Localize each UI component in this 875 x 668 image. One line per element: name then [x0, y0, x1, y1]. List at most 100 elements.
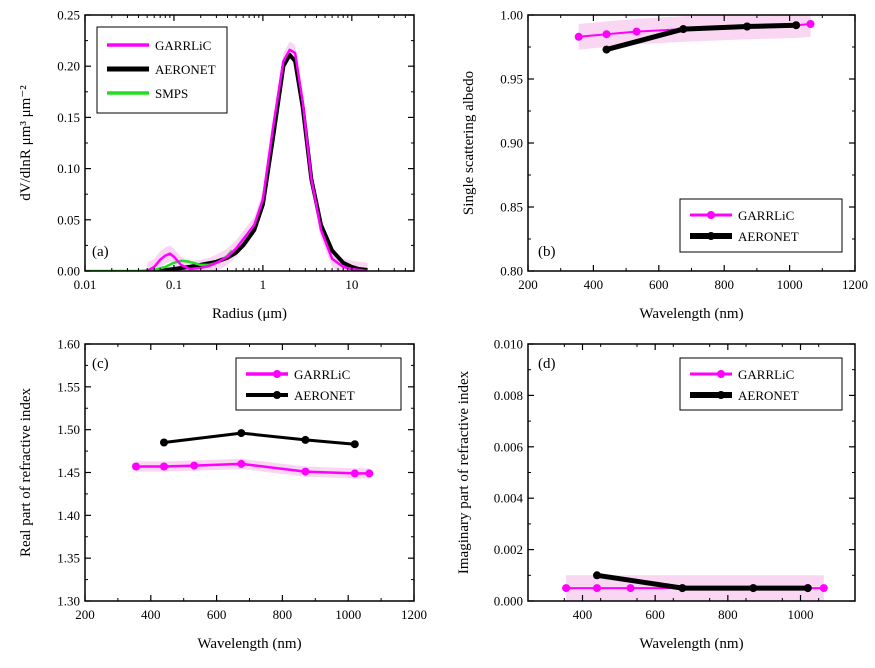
- x-tick-label: 800: [714, 277, 734, 292]
- x-tick-label: 1: [260, 277, 267, 292]
- legend-marker-garrlic: [717, 370, 725, 378]
- data-point-garrlic: [632, 27, 641, 36]
- legend-label-aeronet: AERONET: [738, 388, 799, 403]
- x-axis-label: Wavelength (nm): [197, 636, 301, 652]
- panel-label: (d): [538, 356, 556, 372]
- data-point-aeronet: [803, 584, 812, 593]
- plot-area: [574, 15, 815, 54]
- x-tick-label: 600: [207, 607, 227, 622]
- legend: GARRLiC AERONET SMPS: [96, 26, 228, 114]
- legend-label-garrlic: GARRLiC: [294, 367, 350, 382]
- y-tick-label: 1.50: [57, 422, 80, 437]
- y-tick-label: 0.90: [500, 136, 523, 151]
- panel-label: (c): [92, 356, 109, 372]
- panel-c: 200 400 600 800 1000 1200 1.30 1.35 1.40 1.45 1.50…: [18, 337, 427, 653]
- x-tick-label: 0.01: [74, 277, 97, 292]
- uncertainty-band-garrlic: [147, 41, 368, 271]
- data-point-aeronet: [160, 438, 168, 447]
- legend-marker-garrlic: [273, 370, 281, 378]
- y-tick-label: 0.010: [494, 337, 523, 352]
- panel-label: (b): [538, 244, 556, 260]
- data-point-aeronet: [350, 440, 359, 449]
- series-line-aeronet: [147, 52, 368, 271]
- x-tick-label: 1200: [401, 607, 427, 622]
- y-tick-label: 1.00: [500, 8, 523, 23]
- legend-marker-garrlic: [707, 211, 715, 219]
- legend: GARRLiC AERONET: [679, 198, 843, 253]
- data-point-aeronet: [749, 584, 758, 593]
- series-line-aeronet: [605, 22, 797, 53]
- data-point-garrlic: [237, 459, 246, 468]
- y-tick-label: 0.000: [494, 594, 523, 609]
- x-tick-label: 0.1: [166, 277, 182, 292]
- x-tick-label: 400: [141, 607, 161, 622]
- data-point-aeronet: [679, 25, 688, 34]
- data-point-garrlic: [602, 30, 611, 39]
- plot-area: [85, 41, 368, 271]
- panel-a: 0.01 0.1 1 10 0.00 0.05 0.10 0.15 0.20 0.25 Radius…: [18, 8, 415, 322]
- y-tick-label: 0.006: [494, 439, 524, 454]
- x-axis-label: Wavelength (nm): [639, 306, 743, 322]
- y-tick-label: 0.95: [500, 72, 523, 87]
- y-tick-label: 1.40: [57, 508, 80, 523]
- data-point-garrlic: [301, 467, 310, 476]
- legend-box: [235, 357, 402, 411]
- y-tick-label: 0.00: [57, 264, 80, 279]
- legend-marker-aeronet: [273, 391, 281, 399]
- y-tick-label: 0.80: [500, 264, 523, 279]
- y-tick-label: 0.008: [494, 388, 523, 403]
- legend-marker-aeronet: [717, 391, 725, 399]
- y-tick-label: 0.05: [57, 212, 80, 227]
- series-line-garrlic: [146, 48, 368, 271]
- y-tick-label: 0.002: [494, 542, 523, 557]
- data-point-garrlic: [350, 469, 359, 478]
- data-point-aeronet: [792, 21, 801, 30]
- legend-label-garrlic: GARRLiC: [155, 38, 211, 53]
- data-point-aeronet: [237, 429, 246, 438]
- x-tick-label: 400: [573, 607, 593, 622]
- y-tick-label: 1.35: [57, 551, 80, 566]
- panel-b: 200 400 600 800 1000 1200 0.80 0.85 0.90 0.95 1.00…: [461, 8, 868, 323]
- panel-d: 400 600 800 1000 0.000 0.002 0.004 0.006 0.008 0.…: [456, 337, 856, 652]
- legend-label-garrlic: GARRLiC: [738, 367, 794, 382]
- y-axis-label: Real part of refractive index: [18, 387, 34, 557]
- x-tick-label: 1000: [335, 607, 361, 622]
- legend: GARRLiC AERONET: [235, 357, 402, 411]
- data-point-aeronet: [678, 584, 687, 593]
- data-point-garrlic: [190, 461, 199, 470]
- y-tick-label: 0.20: [57, 59, 80, 74]
- y-tick-label: 1.60: [57, 337, 80, 352]
- data-point-aeronet: [602, 45, 611, 54]
- plot-area: [562, 571, 828, 601]
- x-axis-label: Wavelength (nm): [639, 636, 743, 652]
- x-tick-label: 1200: [842, 277, 868, 292]
- legend-label-aeronet: AERONET: [155, 62, 216, 77]
- data-point-garrlic: [160, 462, 168, 471]
- data-point-aeronet: [301, 435, 310, 444]
- x-tick-label: 800: [718, 607, 738, 622]
- data-point-garrlic: [562, 584, 571, 593]
- data-point-garrlic: [574, 32, 583, 41]
- x-tick-label: 600: [645, 607, 665, 622]
- x-tick-label: 200: [75, 607, 95, 622]
- legend-box: [679, 198, 843, 253]
- data-point-garrlic: [132, 462, 140, 471]
- y-tick-label: 0.10: [57, 161, 80, 176]
- x-tick-label: 1000: [788, 607, 814, 622]
- y-tick-label: 0.15: [57, 110, 80, 125]
- y-axis-label: Imaginary part of refractive index: [456, 370, 472, 574]
- x-tick-label: 200: [518, 277, 538, 292]
- uncertainty-band-garrlic: [136, 458, 370, 479]
- data-point-garrlic: [593, 584, 601, 593]
- y-tick-label: 0.85: [500, 200, 523, 215]
- legend-marker-aeronet: [707, 232, 715, 240]
- y-axis-label: Single scattering albedo: [461, 71, 477, 215]
- data-point-garrlic: [365, 469, 374, 478]
- series-line-aeronet: [163, 431, 355, 446]
- legend-label-garrlic: GARRLiC: [738, 208, 794, 223]
- data-point-garrlic: [806, 20, 815, 28]
- y-tick-label: 0.25: [57, 8, 80, 23]
- y-tick-label: 1.55: [57, 379, 80, 394]
